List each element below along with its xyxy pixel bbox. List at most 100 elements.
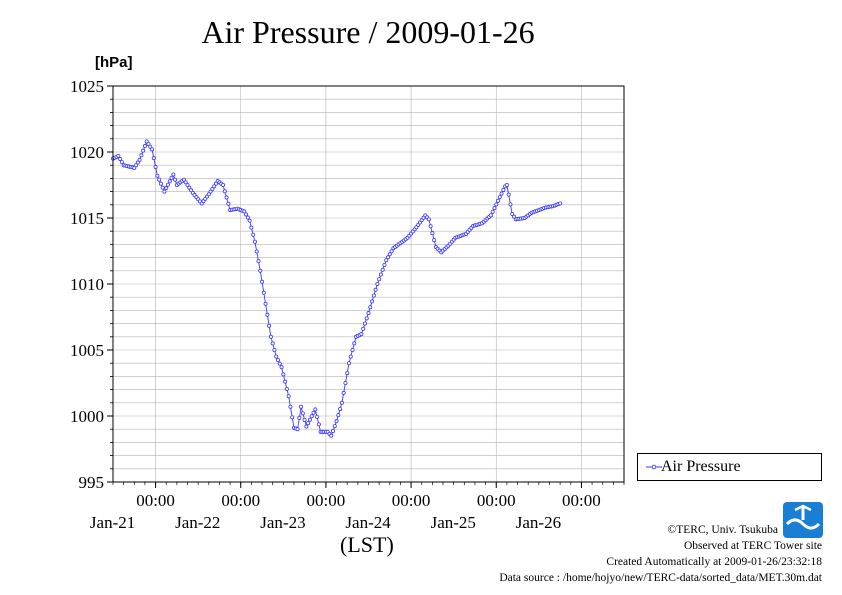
data-point [339, 400, 344, 405]
data-point [256, 259, 261, 264]
data-point [260, 279, 265, 284]
data-point [146, 142, 151, 147]
data-point [336, 413, 341, 418]
data-point [244, 212, 249, 217]
data-point [341, 390, 346, 395]
data-point [499, 191, 504, 196]
x-tick-time-label: 00:00 [221, 491, 260, 510]
data-point [226, 201, 231, 206]
data-point [276, 358, 281, 363]
data-point [329, 433, 334, 438]
legend-label-air-pressure: Air Pressure [661, 458, 741, 475]
data-point [558, 201, 563, 206]
data-point [490, 209, 495, 214]
data-point [160, 185, 165, 190]
legend-swatch-air-pressure [646, 464, 662, 470]
data-point [132, 165, 137, 170]
x-tick-time-label: 00:00 [562, 491, 601, 510]
data-point [304, 424, 309, 429]
data-point [315, 414, 320, 419]
data-point [208, 189, 213, 194]
data-point [135, 160, 140, 165]
data-point [497, 195, 502, 200]
y-tick-label: 1020 [70, 143, 104, 162]
data-point [268, 334, 273, 339]
data-point [224, 195, 229, 200]
data-point [158, 181, 163, 186]
data-point [352, 341, 357, 346]
data-point [150, 147, 155, 152]
data-point [153, 164, 158, 169]
data-point [332, 424, 337, 429]
data-point [142, 144, 147, 149]
data-point [187, 185, 192, 190]
y-tick-label: 1010 [70, 275, 104, 294]
x-axis-label: (LST) [340, 532, 394, 557]
data-point [155, 173, 160, 178]
data-point [116, 153, 121, 158]
data-point [309, 414, 314, 419]
y-axis-unit-label: [hPa] [95, 54, 133, 71]
data-point [251, 232, 256, 237]
x-tick-date-label: Jan-24 [345, 513, 391, 532]
data-point [302, 417, 307, 422]
data-point [511, 214, 516, 219]
x-tick-time-label: 00:00 [307, 491, 346, 510]
data-point [382, 262, 387, 267]
data-point [306, 421, 311, 426]
data-point [279, 365, 284, 370]
data-point [378, 272, 383, 277]
y-tick-label: 1015 [70, 209, 104, 228]
data-point [267, 323, 272, 328]
data-point [506, 192, 511, 197]
data-point [510, 212, 515, 217]
data-point [270, 341, 275, 346]
data-point [185, 182, 190, 187]
data-point [311, 410, 316, 415]
data-point [366, 311, 371, 316]
y-tick-label: 1005 [70, 341, 104, 360]
credits: ©TERC, Univ. Tsukuba Observed at TERC To… [499, 522, 822, 586]
data-point [373, 287, 378, 292]
data-point [171, 172, 176, 177]
data-point [375, 281, 380, 286]
y-tick-label: 1025 [70, 77, 104, 96]
data-point [173, 177, 178, 182]
data-point [283, 379, 288, 384]
data-point [206, 192, 211, 197]
data-point [364, 316, 369, 321]
data-point [362, 321, 367, 326]
data-point [389, 249, 394, 254]
data-point [169, 175, 174, 180]
data-point [368, 305, 373, 310]
data-point [345, 371, 350, 376]
data-point [167, 179, 172, 184]
data-point [119, 160, 124, 165]
data-point [261, 290, 266, 295]
data-point [334, 419, 339, 424]
data-point [384, 258, 389, 263]
data-point [181, 177, 186, 182]
data-point [242, 209, 247, 214]
legend: Air Pressure [637, 453, 822, 481]
data-point [428, 224, 433, 229]
series-line-air-pressure [112, 140, 561, 437]
data-point [508, 202, 513, 207]
data-point [432, 238, 437, 243]
data-point [245, 215, 250, 220]
data-point [348, 354, 353, 359]
grid-lines [113, 86, 624, 482]
data-source-text: Data source : /home/hojyo/new/TERC-data/… [499, 572, 822, 584]
data-point [118, 157, 123, 162]
data-point [274, 354, 279, 359]
data-point [377, 277, 382, 282]
y-tick-label: 995 [79, 473, 105, 492]
copyright-text: ©TERC, Univ. Tsukuba [667, 524, 778, 536]
data-point [164, 186, 169, 191]
data-point [210, 186, 215, 191]
y-tick-label: 1000 [70, 407, 104, 426]
data-point [488, 213, 493, 218]
data-point [247, 218, 252, 223]
data-point [254, 249, 259, 254]
x-tick-date-label: Jan-21 [90, 513, 135, 532]
